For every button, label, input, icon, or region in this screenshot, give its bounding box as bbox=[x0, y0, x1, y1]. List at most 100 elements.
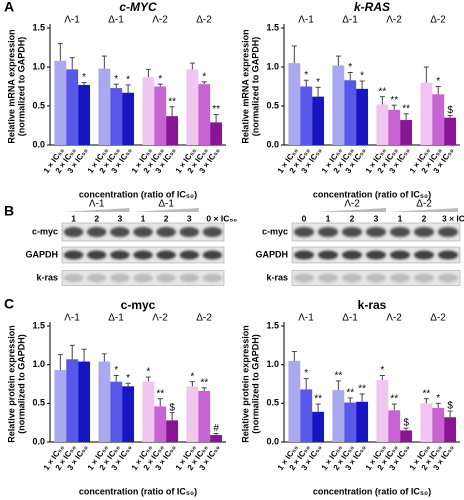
band bbox=[202, 273, 223, 283]
group-label: Λ-2 bbox=[386, 313, 402, 324]
bar bbox=[388, 109, 401, 145]
band bbox=[63, 250, 84, 260]
band bbox=[86, 226, 107, 238]
x-axis-label: concentration (ratio of IC₅₀) bbox=[313, 189, 431, 199]
significance: * bbox=[190, 371, 194, 382]
band bbox=[413, 273, 435, 283]
chart-title: c-myc bbox=[121, 298, 156, 312]
chart-title: c-MYC bbox=[119, 0, 157, 14]
significance: * bbox=[360, 71, 364, 82]
lane-label: 1 bbox=[141, 213, 146, 223]
band bbox=[63, 273, 84, 283]
bar bbox=[344, 402, 357, 442]
y-axis-label: (normalized to GAPDH) bbox=[250, 334, 260, 434]
bar bbox=[432, 407, 445, 442]
band bbox=[341, 226, 363, 238]
bar bbox=[210, 122, 223, 145]
bar bbox=[154, 86, 167, 145]
significance: * bbox=[114, 365, 118, 376]
bar bbox=[332, 390, 345, 442]
bar bbox=[376, 380, 389, 442]
significance: ** bbox=[378, 86, 386, 97]
lane-label: 1 bbox=[398, 213, 403, 223]
significance: ** bbox=[422, 388, 430, 399]
significance: ** bbox=[390, 394, 398, 405]
y-tick-label: 1.5 bbox=[266, 320, 279, 330]
bar bbox=[444, 417, 457, 442]
bar bbox=[356, 88, 369, 145]
band bbox=[317, 273, 339, 283]
lane-label: 0 × IC₅₀ bbox=[206, 213, 237, 223]
band bbox=[86, 273, 107, 283]
significance: * bbox=[436, 76, 440, 87]
y-tick-label: 1.0 bbox=[32, 359, 45, 369]
bar bbox=[344, 80, 357, 145]
y-axis-label: (normalized to GAPDH) bbox=[16, 37, 26, 137]
bar bbox=[110, 381, 123, 442]
y-tick-label: 1.0 bbox=[266, 61, 279, 71]
significance: $ bbox=[403, 418, 409, 429]
blot-row-label: k-ras bbox=[36, 272, 58, 282]
wedge bbox=[133, 208, 199, 212]
bar bbox=[78, 84, 91, 145]
blot-row-label: GAPDH bbox=[25, 249, 58, 259]
band bbox=[179, 226, 200, 238]
y-tick-label: 1.0 bbox=[32, 61, 45, 71]
group-label: Λ-2 bbox=[152, 313, 168, 324]
bar bbox=[432, 94, 445, 145]
bar bbox=[186, 386, 199, 442]
bar bbox=[400, 430, 413, 442]
significance: * bbox=[114, 74, 118, 85]
bar bbox=[198, 390, 211, 442]
band bbox=[179, 273, 200, 283]
bar bbox=[166, 420, 179, 442]
blot-row-label: k-ras bbox=[266, 272, 288, 282]
y-tick-label: 1.0 bbox=[266, 359, 279, 369]
y-tick-label: 1.5 bbox=[32, 320, 45, 330]
significance: ** bbox=[156, 388, 164, 399]
panel-label: B bbox=[4, 203, 14, 219]
y-tick-label: 0.0 bbox=[266, 436, 279, 446]
significance: * bbox=[82, 72, 86, 83]
y-tick-label: 0.5 bbox=[266, 100, 279, 110]
blot-row-label: GAPDH bbox=[255, 249, 288, 259]
bar bbox=[300, 389, 313, 442]
y-tick-label: 0.0 bbox=[32, 139, 45, 149]
bar bbox=[312, 96, 325, 145]
band bbox=[413, 250, 435, 260]
y-tick-label: 0.0 bbox=[32, 436, 45, 446]
chart-title: k-ras bbox=[358, 298, 387, 312]
y-tick-label: 0.5 bbox=[266, 398, 279, 408]
bar bbox=[166, 116, 179, 145]
y-axis-label: Relative mRNA expression bbox=[240, 29, 250, 143]
significance: * bbox=[436, 393, 440, 404]
y-axis-label: Relative protein expression bbox=[240, 325, 250, 443]
significance: * bbox=[202, 71, 206, 82]
band bbox=[293, 273, 315, 283]
significance: ** bbox=[314, 394, 322, 405]
bar bbox=[122, 386, 135, 442]
bar bbox=[312, 411, 325, 442]
group-label: Δ-1 bbox=[342, 15, 358, 26]
lane-label: 2 bbox=[422, 213, 427, 223]
group-label: Δ-2 bbox=[196, 313, 212, 324]
bar bbox=[98, 361, 111, 442]
panel-label: A bbox=[4, 0, 14, 15]
band bbox=[293, 226, 315, 238]
band bbox=[156, 273, 176, 283]
y-axis-label: (normalized to GAPDH) bbox=[16, 334, 26, 434]
blot-group-label: Δ-2 bbox=[416, 199, 432, 210]
significance: ** bbox=[358, 384, 366, 395]
significance: * bbox=[146, 367, 150, 378]
band bbox=[365, 250, 387, 260]
group-label: Δ-2 bbox=[430, 15, 446, 26]
significance: * bbox=[126, 373, 130, 384]
significance: $ bbox=[169, 402, 175, 413]
blot-group-label: Δ-1 bbox=[158, 199, 174, 210]
significance: ** bbox=[212, 104, 220, 115]
bar bbox=[142, 77, 155, 145]
y-tick-label: 1.5 bbox=[266, 22, 279, 32]
group-label: Δ-1 bbox=[108, 15, 124, 26]
significance: ** bbox=[334, 371, 342, 382]
bar bbox=[54, 370, 67, 442]
